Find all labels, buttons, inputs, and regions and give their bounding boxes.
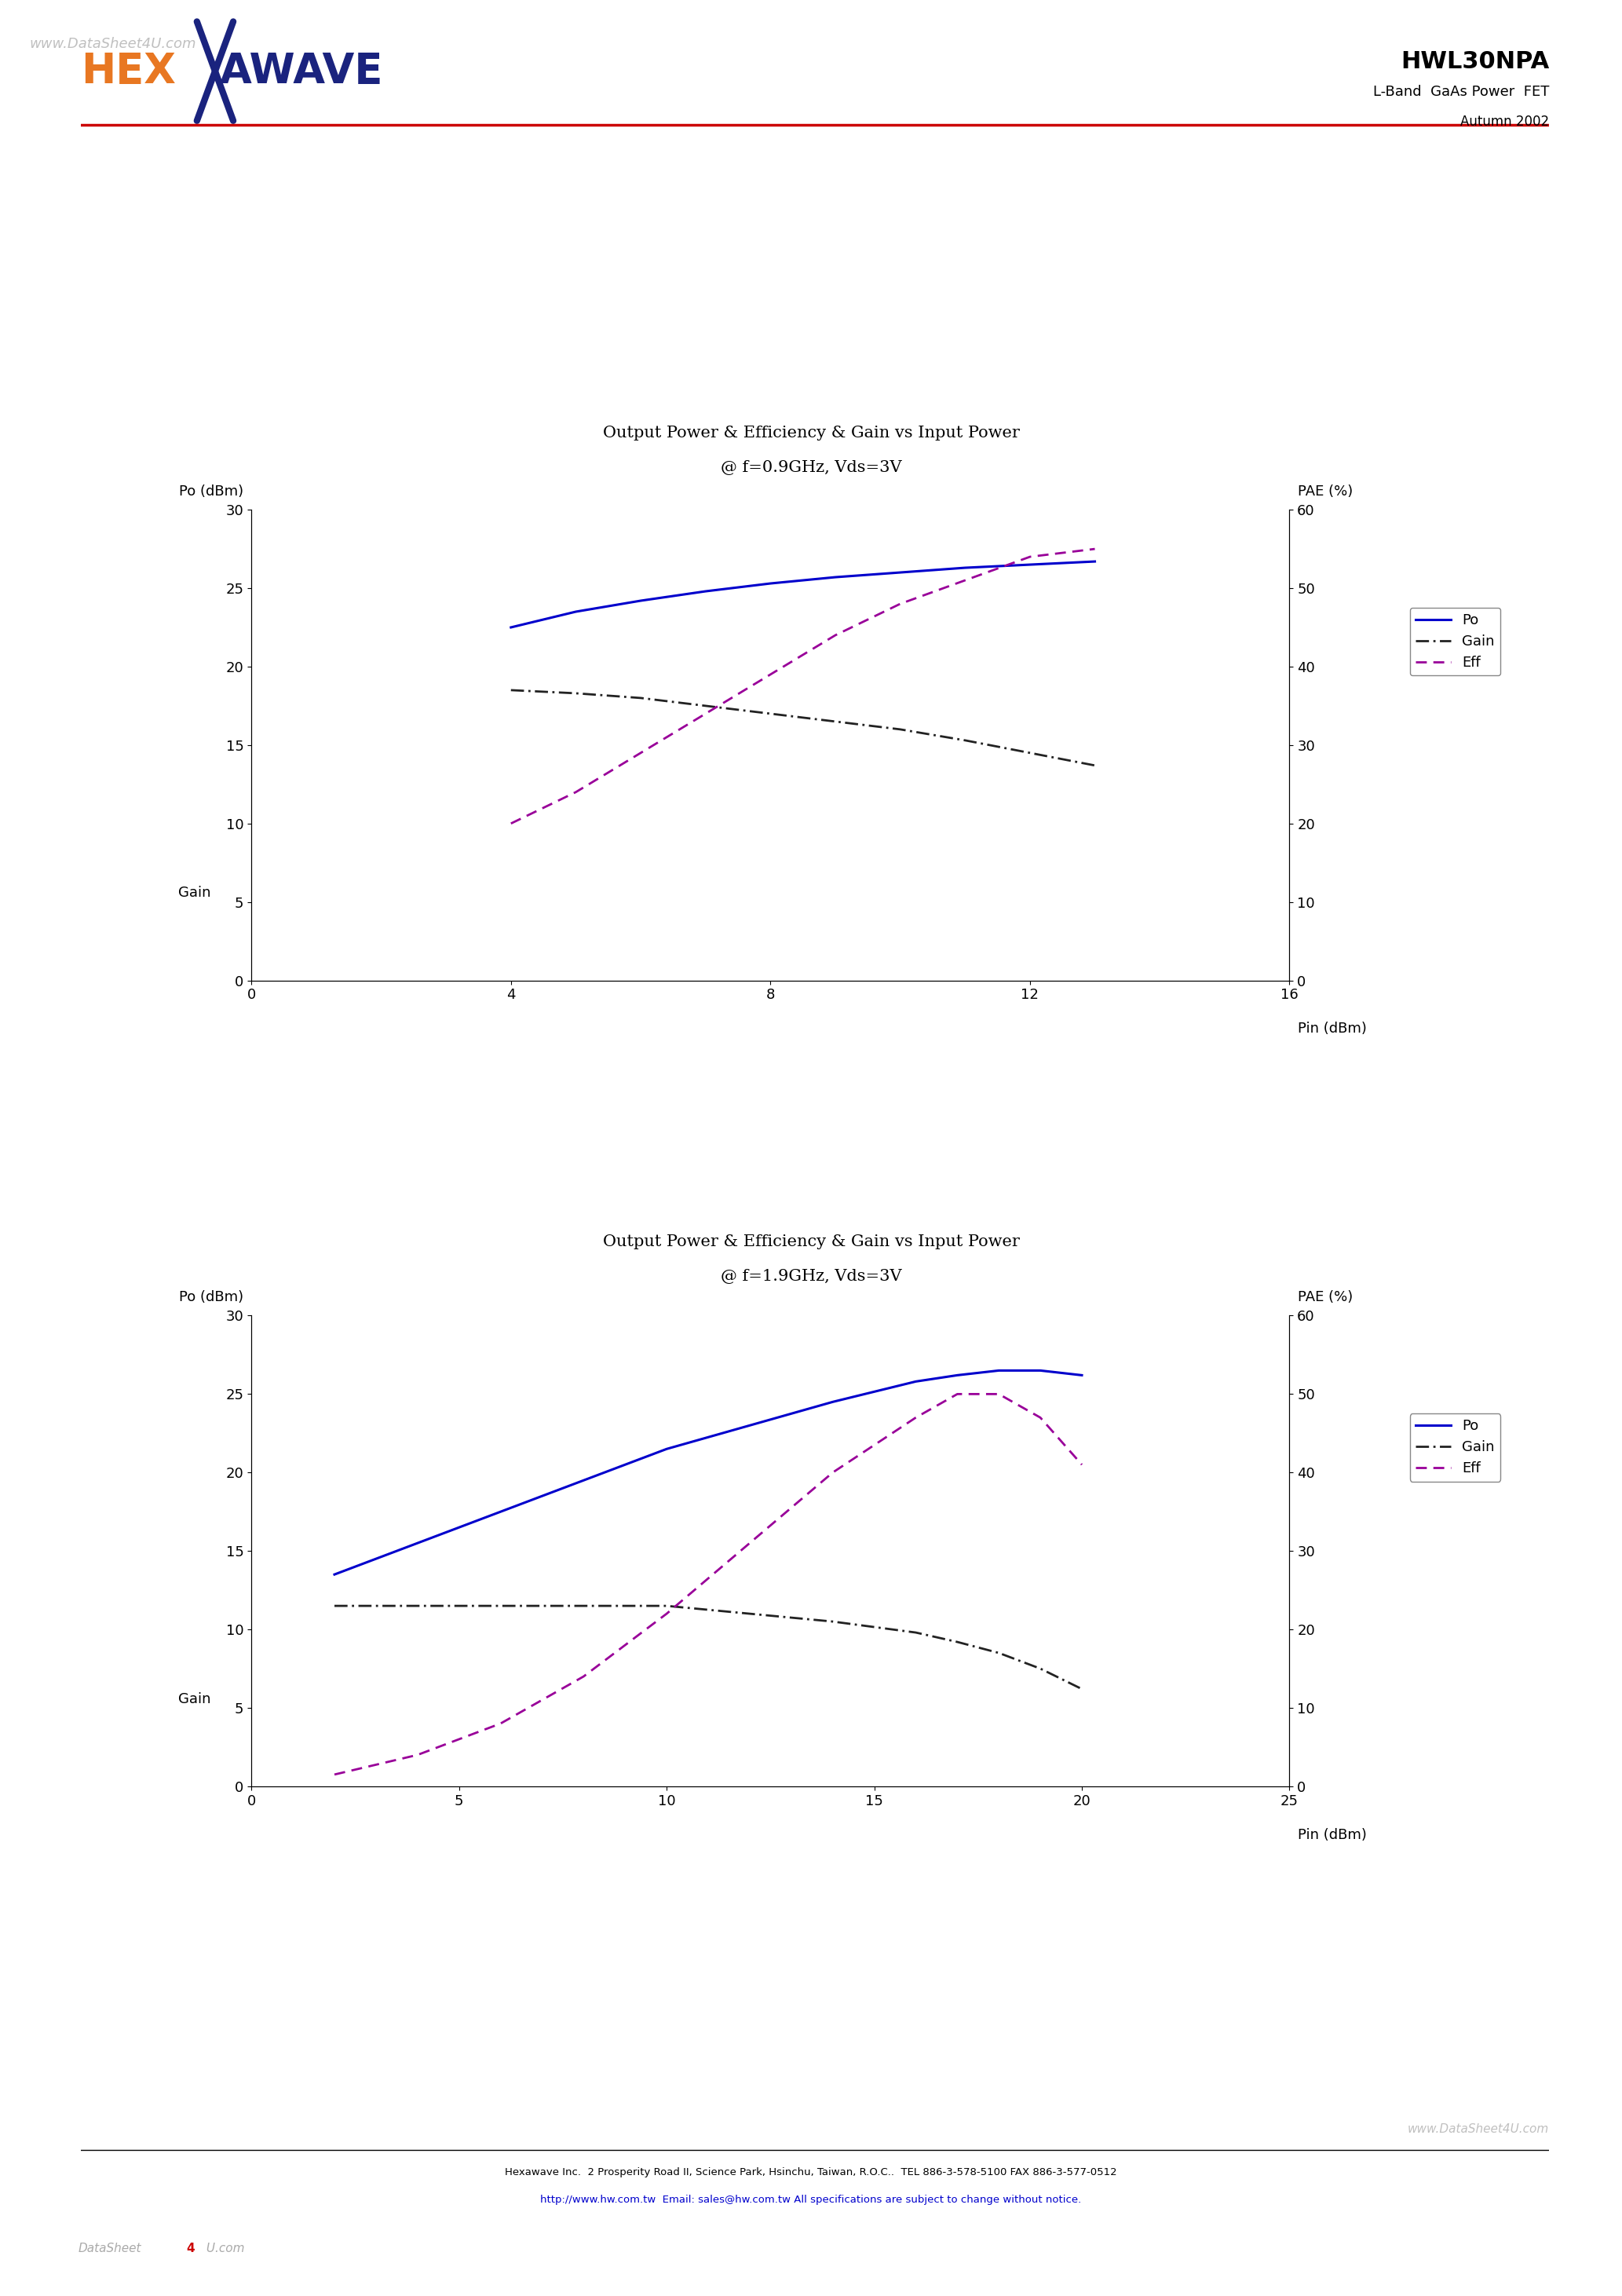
Text: @ f=0.9GHz, Vds=3V: @ f=0.9GHz, Vds=3V — [720, 461, 902, 475]
Text: PAE (%): PAE (%) — [1298, 1290, 1353, 1304]
Text: Output Power & Efficiency & Gain vs Input Power: Output Power & Efficiency & Gain vs Inpu… — [603, 427, 1019, 441]
Text: U.com: U.com — [203, 2243, 245, 2255]
Text: @ f=1.9GHz, Vds=3V: @ f=1.9GHz, Vds=3V — [720, 1270, 902, 1283]
Text: HWL30NPA: HWL30NPA — [1400, 51, 1549, 73]
Text: www.DataSheet4U.com: www.DataSheet4U.com — [1408, 2124, 1549, 2135]
Text: PAE (%): PAE (%) — [1298, 484, 1353, 498]
Text: Gain: Gain — [178, 1692, 211, 1706]
Text: L-Band  GaAs Power  FET: L-Band GaAs Power FET — [1372, 85, 1549, 99]
Text: Gain: Gain — [178, 886, 211, 900]
Text: Po (dBm): Po (dBm) — [178, 1290, 243, 1304]
Text: Pin (dBm): Pin (dBm) — [1298, 1828, 1367, 1841]
Text: AWAVE: AWAVE — [219, 51, 383, 92]
Text: Hexawave Inc.  2 Prosperity Road II, Science Park, Hsinchu, Taiwan, R.O.C..  TEL: Hexawave Inc. 2 Prosperity Road II, Scie… — [504, 2167, 1118, 2177]
Text: http://www.hw.com.tw  Email: sales@hw.com.tw All specifications are subject to c: http://www.hw.com.tw Email: sales@hw.com… — [540, 2195, 1082, 2204]
Legend: Po, Gain, Eff: Po, Gain, Eff — [1410, 608, 1500, 675]
Text: Pin (dBm): Pin (dBm) — [1298, 1022, 1367, 1035]
Text: HEX: HEX — [81, 51, 177, 92]
Text: Po (dBm): Po (dBm) — [178, 484, 243, 498]
Legend: Po, Gain, Eff: Po, Gain, Eff — [1410, 1414, 1500, 1481]
Text: Autumn 2002: Autumn 2002 — [1460, 115, 1549, 129]
Text: DataSheet: DataSheet — [78, 2243, 141, 2255]
Text: 4: 4 — [187, 2243, 195, 2255]
Text: www.DataSheet4U.com: www.DataSheet4U.com — [29, 37, 196, 51]
Text: Output Power & Efficiency & Gain vs Input Power: Output Power & Efficiency & Gain vs Inpu… — [603, 1235, 1019, 1249]
